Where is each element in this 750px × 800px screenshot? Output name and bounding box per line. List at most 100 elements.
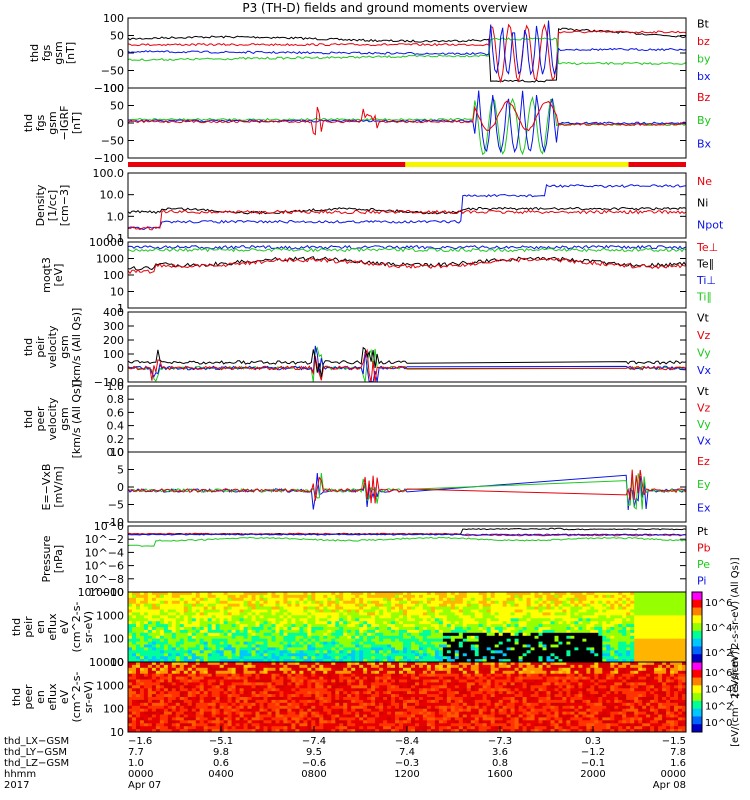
y-axis-label: eflux <box>46 683 59 711</box>
y-tick-label: 10^0 <box>94 520 124 533</box>
y-tick-label: 0.2 <box>107 433 125 446</box>
x-axis-row-label: 2017 <box>4 780 29 791</box>
y-tick-label: 10 <box>110 286 124 299</box>
y-tick-label: −10 <box>101 516 124 529</box>
y-axis-label: thd <box>22 410 35 428</box>
series-pe <box>128 536 686 547</box>
colorbar-swatch <box>692 615 702 624</box>
panel-frame <box>127 385 687 453</box>
y-axis-label: fgs <box>40 44 53 61</box>
x-tick-label: 0800 <box>301 769 326 780</box>
legend-ex: Ex <box>697 502 711 515</box>
series-v3 <box>128 346 686 378</box>
y-tick-label: 10^−6 <box>85 560 124 573</box>
y-tick-label: 100 <box>103 82 124 95</box>
y-tick-label: 10000 <box>89 586 124 599</box>
series-pt <box>128 527 686 535</box>
colorbar-swatch <box>692 716 702 725</box>
y-axis-label: gsm <box>58 335 71 358</box>
series-bx <box>128 90 686 154</box>
colorbar: 10^6 10^4 10^2[eV/(cm^2-s-sr-eV) (All Qs)] <box>691 557 741 697</box>
colorbar-swatch <box>692 662 702 671</box>
series-bt <box>128 27 686 83</box>
y-axis-label: [km/s (All Qs)] <box>70 308 83 387</box>
y-tick-label: 100 <box>103 269 124 282</box>
legend-bz: bz <box>697 35 710 48</box>
y-tick-label: 1000 <box>96 253 124 266</box>
x-tick-label: Apr 07 <box>128 780 161 791</box>
x-tick-label: 0.6 <box>213 758 229 769</box>
colorbar-swatch <box>692 693 702 702</box>
legend-vt: Vt <box>697 385 710 398</box>
x-tick-label: 7.8 <box>670 747 686 758</box>
series-v1 <box>128 345 686 382</box>
panel-frame <box>127 311 687 383</box>
y-tick-label: −5 <box>108 499 124 512</box>
y-tick-label: 10 <box>110 446 124 459</box>
panel-peer_eflux: 10000 1000 100 10 thd peer en eflux eV (cm^2-s-sr… <box>10 647 741 747</box>
legend-vy: Vy <box>697 418 711 431</box>
legend-ti⊥: Ti⊥ <box>696 274 716 287</box>
y-tick-label: 0 <box>117 117 124 130</box>
mode-bar-yellow <box>405 162 629 167</box>
y-tick-label: 0.6 <box>107 406 125 419</box>
legend-by: By <box>697 114 712 127</box>
y-axis-label: thd <box>22 114 35 132</box>
colorbar-swatch <box>692 592 702 601</box>
panel-fgs: 100 50 0 −50 −100 thd fgs gsm [nT] Bt bz by bx <box>28 12 711 95</box>
x-tick-label: 0400 <box>208 769 233 780</box>
y-axis-label: [mV/m] <box>52 466 65 507</box>
y-axis-label: peer <box>22 684 35 710</box>
y-tick-label: 10 <box>110 656 124 669</box>
colorbar-swatch <box>692 630 702 640</box>
y-axis-label: sr-eV) <box>82 681 95 713</box>
colorbar-frame <box>691 661 703 733</box>
mode-bar <box>128 162 686 167</box>
series-bx <box>128 20 686 76</box>
y-axis-label: moqt3 <box>40 257 53 293</box>
legend-vy: Vy <box>697 347 711 360</box>
legend-te∥: Te∥ <box>696 258 714 271</box>
y-tick-label: 0.8 <box>107 393 125 406</box>
y-axis-label: sr-eV) <box>82 611 95 643</box>
legend-pe: Pe <box>697 558 710 571</box>
x-axis-row-label: thd_LX−GSM <box>4 736 69 747</box>
x-tick-label: 1600 <box>487 769 512 780</box>
trace-group <box>128 90 686 156</box>
legend-bx: bx <box>697 70 711 83</box>
panel-frame-top <box>127 241 687 309</box>
x-tick-label: 0000 <box>661 769 686 780</box>
legend-by: by <box>697 53 711 66</box>
series-tipar <box>128 247 686 253</box>
legend-ti∥: Ti∥ <box>696 291 712 304</box>
colorbar: 10^6 10^4 10^2 10^0[eV/(cm^2-s-sr-eV)] <box>691 647 741 747</box>
y-tick-label: 0.4 <box>107 420 125 433</box>
mode-bar-red-end <box>628 162 686 167</box>
legend-pb: Pb <box>697 542 711 555</box>
trace-group <box>128 244 686 275</box>
mode-bar-red <box>128 162 406 167</box>
x-tick-label: 2000 <box>580 769 605 780</box>
colorbar-swatch <box>692 599 702 609</box>
colorbar-tick: 10^4 <box>705 623 732 634</box>
series-by <box>128 37 686 66</box>
y-axis-label: [km/s (All Qs)] <box>70 380 83 459</box>
panel-frame <box>127 172 687 239</box>
legend-npot: Npot <box>697 218 724 231</box>
trace-group <box>128 662 686 732</box>
x-tick-label: −7.3 <box>488 736 512 747</box>
panel-frame-top <box>127 311 687 383</box>
x-tick-label: 0000 <box>128 769 153 780</box>
y-tick-label: 50 <box>110 30 124 43</box>
series-ne <box>128 209 686 231</box>
y-axis-label: −IGRF <box>58 106 71 141</box>
y-tick-label: 1000 <box>96 609 124 622</box>
x-tick-label: Apr 08 <box>653 780 686 791</box>
colorbar-swatch <box>692 708 702 717</box>
legend-ey: Ey <box>697 478 711 491</box>
y-tick-label: 0.0 <box>107 446 125 459</box>
y-tick-label: 0 <box>117 47 124 60</box>
trace-group <box>128 183 686 231</box>
panel-fgs_dip: 100 50 0 −50 −100 thd fgs gsm −IGRF [nT] Bz By Bx <box>22 82 712 165</box>
x-axis-row-label: thd_LY−GSM <box>4 747 67 758</box>
